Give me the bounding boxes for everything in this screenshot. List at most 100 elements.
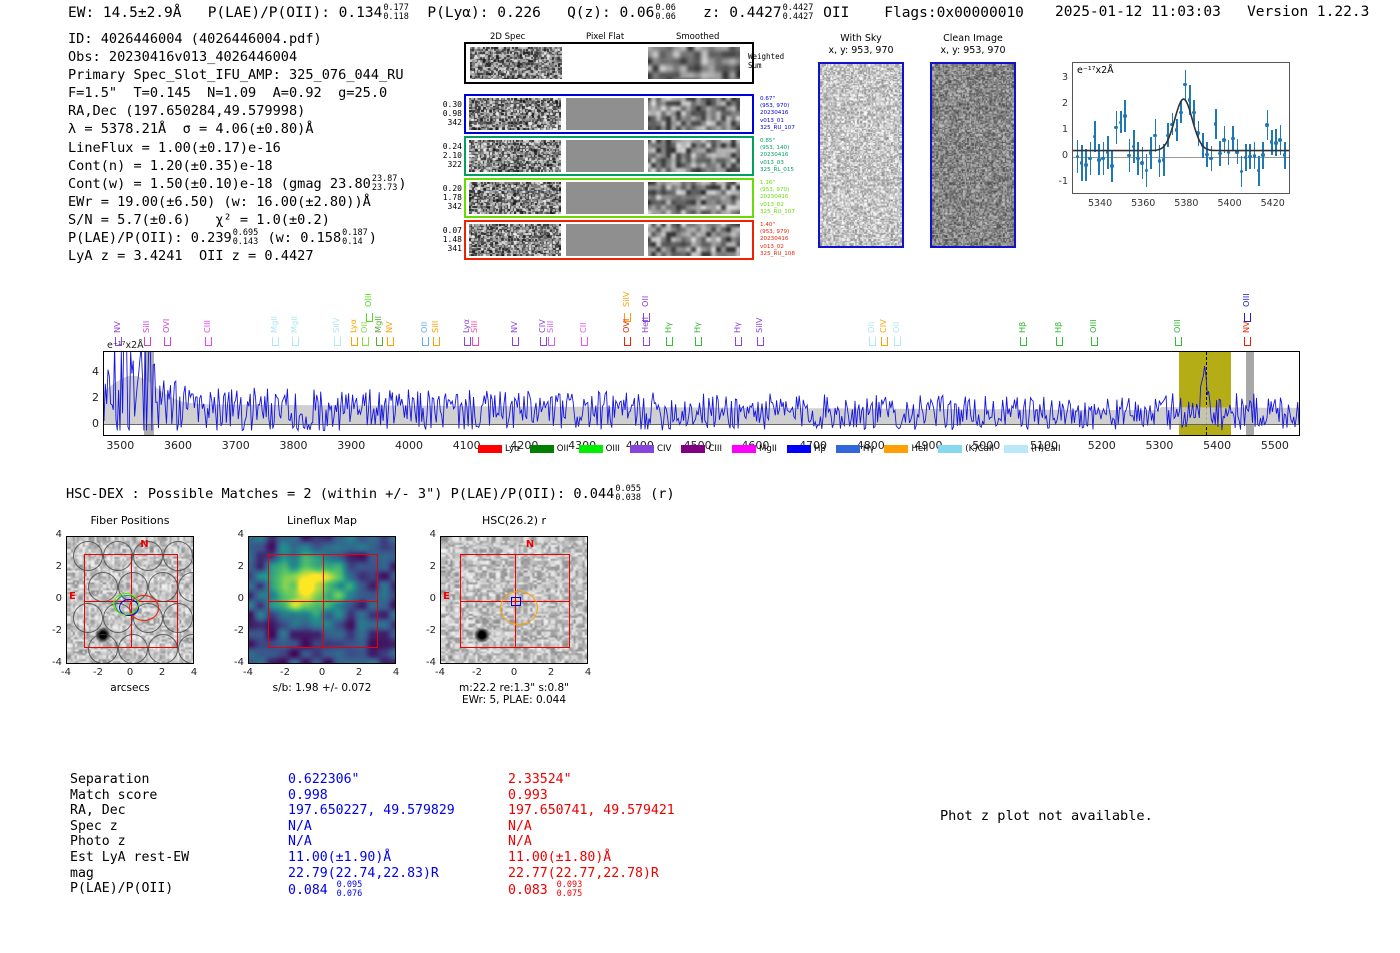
cutout-meta-line: v013_01 bbox=[760, 117, 784, 124]
emission-line-label: MgII bbox=[372, 315, 383, 333]
cutout-2dspec-image bbox=[470, 47, 562, 79]
hsc-heading-text: HSC-DEX : Possible Matches = 2 (within +… bbox=[66, 485, 615, 502]
hsc-caption-line: m:22.2 re:1.3" s:0.8" bbox=[459, 682, 569, 694]
match-cell: 22.79(22.74,22.83)R bbox=[288, 865, 439, 881]
data-point bbox=[1261, 153, 1265, 158]
cutout-meta-line: (953, 970) bbox=[760, 103, 790, 110]
spectrum-y-tick: 2 bbox=[92, 390, 99, 404]
data-point bbox=[1222, 138, 1226, 142]
cutout-right-meta: 0.85" (953, 140) 20230416 v013_03 325_RL_015 bbox=[760, 138, 822, 174]
data-point bbox=[1205, 152, 1209, 157]
sky-panel-image bbox=[930, 62, 1016, 248]
y-tick-label: 2 bbox=[1061, 97, 1068, 109]
spectrum-trace bbox=[104, 352, 1299, 432]
cutout-row-weighted-sum: Weighted Sum bbox=[464, 42, 784, 84]
emission-line-tick bbox=[624, 337, 632, 346]
emission-line-tick bbox=[422, 337, 430, 346]
match-cell-plae: 0.084 0.095 0.076 bbox=[288, 881, 508, 899]
aperture-box bbox=[83, 553, 179, 649]
line-fit-axes: e⁻¹⁷x2Å bbox=[1072, 62, 1290, 194]
hsc-caption-line-2: EWr: 5, PLAE: 0.044 bbox=[461, 694, 567, 706]
hsc-heading-suffix: (r) bbox=[650, 485, 675, 502]
emission-line-tick bbox=[1056, 337, 1063, 346]
emission-line-tick bbox=[624, 313, 632, 322]
source-blob bbox=[473, 626, 490, 643]
hsc-y-tick: 4 bbox=[237, 529, 244, 540]
cutout-meta-line: 20230416 bbox=[760, 110, 789, 117]
hsc-panel-title: Fiber Positions bbox=[90, 514, 170, 527]
spectrum-x-tick: 4000 bbox=[394, 439, 423, 452]
legend-item: OII bbox=[529, 444, 569, 454]
spectrum-plot-area bbox=[103, 351, 1300, 436]
data-point bbox=[1153, 133, 1157, 138]
emission-line-tick bbox=[735, 337, 743, 346]
legend-label: CIII bbox=[708, 444, 722, 454]
match-table-blue-column: 0.622306" 0.998 197.650227, 49.579829 N/A N/… bbox=[288, 772, 508, 899]
info-lineflux: LineFlux = 1.00(±0.17)e-16 bbox=[68, 139, 281, 156]
cutout-left-values: 0.24 2.10 322 bbox=[422, 142, 462, 170]
hsc-x-tick: 0 bbox=[510, 667, 518, 678]
hsc-x-tick: -2 bbox=[472, 667, 482, 678]
legend-item: (H)CaII bbox=[1003, 444, 1061, 454]
cutout-meta-line: 0.85" bbox=[760, 138, 776, 144]
legend-label: HeII bbox=[911, 444, 929, 454]
y-tick-label: 3 bbox=[1061, 71, 1068, 83]
emission-line-tick bbox=[163, 337, 171, 346]
emission-line-tick bbox=[350, 337, 358, 346]
cutout-left-value: 342 bbox=[447, 118, 462, 128]
legend-label: (H)CaII bbox=[1030, 444, 1061, 454]
emission-line-label: SiII bbox=[544, 320, 555, 333]
plae-lo: 0.076 bbox=[336, 888, 363, 899]
cutout-meta-line: 325_RU_107 bbox=[760, 208, 795, 215]
match-row-label: mag bbox=[70, 865, 94, 881]
match-cell: 0.622306" bbox=[288, 772, 360, 787]
cutout-left-value: 1.78 bbox=[442, 193, 462, 203]
spectrum-annotation: e⁻¹⁷x2Å bbox=[107, 340, 144, 351]
emission-line-label: OVI bbox=[621, 318, 632, 333]
legend-swatch bbox=[835, 444, 860, 453]
hsc-x-tick: 4 bbox=[392, 667, 400, 678]
data-point bbox=[1114, 125, 1118, 130]
spectrum-y-tick: 0 bbox=[92, 416, 99, 430]
hsc-panel-image bbox=[66, 536, 194, 664]
hsc-y-tick: -4 bbox=[234, 657, 244, 668]
header-z-type: OII bbox=[823, 4, 850, 21]
emission-line-label: Hγ bbox=[691, 321, 702, 333]
cutout-meta-line: 20230416 bbox=[760, 152, 789, 159]
hsc-panel-image bbox=[248, 536, 396, 664]
hsc-x-tick: 4 bbox=[584, 667, 592, 678]
cutout-row: 0.20 1.78 342 1.16" (953, 970) 20230416 v013_0… bbox=[443, 178, 795, 218]
sky-panel-coords: x, y: 953, 970 bbox=[940, 44, 1006, 56]
emission-line-tick bbox=[472, 337, 480, 346]
hsc-panel-caption: s/b: 1.98 +/- 0.072 bbox=[208, 682, 436, 694]
hsc-y-tick: 4 bbox=[429, 529, 436, 540]
fiber-circle bbox=[133, 541, 163, 571]
spectrum-x-tick: 4900 bbox=[914, 439, 943, 452]
spectrum-x-tick: 5100 bbox=[1029, 439, 1058, 452]
info-cont-w: Cont(w) = 1.50(±0.10)e-18 (gmag 23.80 23.… bbox=[68, 175, 407, 193]
header-plae-lo: 0.118 bbox=[383, 11, 409, 22]
info-plae-lo2: 0.14 bbox=[342, 237, 363, 248]
plae-value: 0.083 bbox=[508, 882, 556, 898]
fiber-circle bbox=[148, 634, 178, 663]
data-point bbox=[1123, 114, 1127, 118]
legend-item: MgII bbox=[732, 444, 777, 454]
cutout-left-value: 0.07 bbox=[442, 226, 462, 235]
emission-line-tick bbox=[868, 337, 876, 346]
emission-line-tick bbox=[362, 337, 370, 346]
data-point bbox=[1092, 134, 1097, 139]
cutout-smoothed-image bbox=[648, 98, 740, 130]
match-marker-blue bbox=[510, 597, 521, 607]
hsc-dex-heading: HSC-DEX : Possible Matches = 2 (within +… bbox=[66, 485, 675, 503]
y-tick-label: 0 bbox=[1061, 150, 1068, 162]
cutout-2dspec-image bbox=[469, 182, 561, 214]
fiber-circle bbox=[178, 634, 193, 663]
cutout-row: 0.24 2.10 322 0.85" (953, 140) 20230416 v013_0… bbox=[443, 136, 794, 176]
cutout-pixelflat-image bbox=[566, 140, 644, 172]
cutout-smoothed-image bbox=[648, 182, 740, 214]
cutout-meta-line: 20230416 bbox=[760, 194, 789, 201]
source-blob bbox=[95, 626, 112, 643]
info-cont-w-close: ) bbox=[398, 175, 407, 192]
emission-line-label: OII bbox=[891, 321, 902, 333]
emission-line-label: NV bbox=[112, 321, 122, 333]
